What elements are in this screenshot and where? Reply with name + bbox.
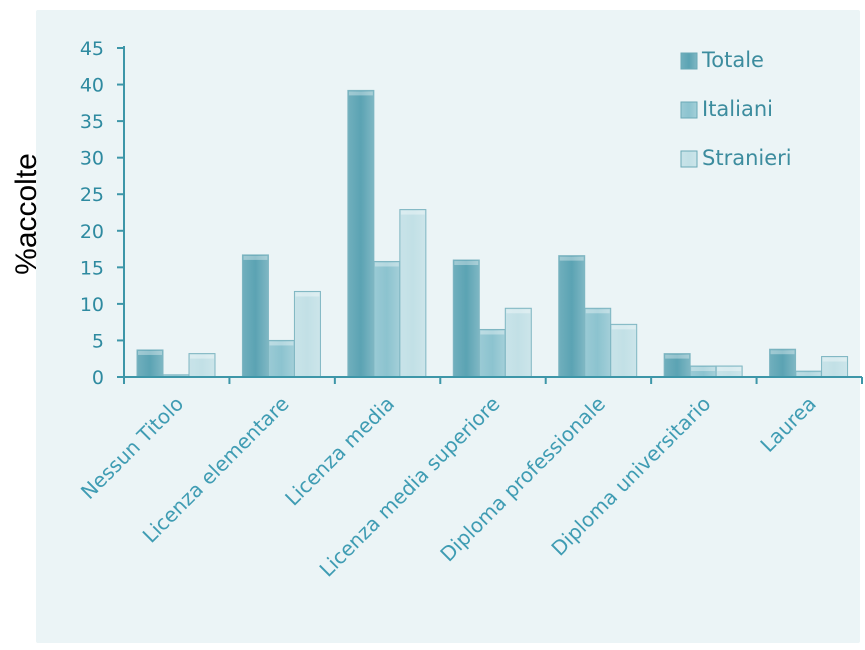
bars: [136, 89, 849, 378]
bar-top-totale-4: [559, 256, 584, 261]
bar-top-stranieri-2: [400, 210, 425, 215]
chart-background: [36, 10, 860, 643]
bar-stranieri-3: [504, 307, 532, 378]
bar-top-italiani-5: [691, 367, 716, 372]
y-tick-label: 45: [80, 38, 104, 60]
bar-totale-0: [136, 349, 164, 378]
y-tick-label: 20: [80, 221, 104, 243]
bar-top-totale-0: [138, 350, 162, 355]
bar-top-totale-2: [348, 91, 373, 96]
bar-stranieri-4: [610, 323, 638, 378]
bar-top-italiani-4: [585, 309, 610, 314]
bar-top-italiani-2: [374, 262, 399, 267]
bar-top-stranieri-0: [190, 354, 214, 359]
y-tick-label: 10: [80, 294, 104, 316]
legend-swatch-italiani: [680, 101, 698, 119]
legend-swatch-totale: [680, 52, 698, 70]
bar-top-italiani-6: [796, 372, 821, 377]
bar-top-totale-3: [454, 261, 479, 266]
bar-top-stranieri-5: [717, 367, 742, 372]
bar-totale-3: [452, 259, 480, 378]
axes: [123, 46, 863, 384]
bar-top-stranieri-1: [295, 292, 320, 297]
bar-top-italiani-3: [480, 330, 505, 335]
bar-italiani-2: [373, 260, 401, 378]
bar-italiani-1: [267, 339, 295, 378]
bar-totale-2: [347, 89, 375, 378]
bar-top-italiani-1: [269, 341, 294, 346]
y-tick-label: 5: [92, 330, 104, 352]
legend: Totale Italiani Stranieri: [680, 48, 792, 170]
y-axis-title: %accolte: [10, 153, 43, 275]
bar-top-stranieri-4: [611, 325, 636, 330]
y-tick-label: 25: [80, 184, 104, 206]
y-tick-label: 30: [80, 148, 104, 170]
bar-italiani-4: [584, 307, 612, 378]
bar-totale-4: [558, 255, 586, 378]
bar-italiani-3: [478, 328, 506, 378]
y-tick-label: 15: [80, 257, 104, 279]
bar-top-stranieri-3: [506, 309, 531, 314]
y-axis-ticks: 0 5 10 15 20 25 30 35 40 45: [80, 38, 124, 389]
bar-totale-1: [241, 254, 269, 378]
bar-stranieri-2: [399, 209, 427, 378]
y-tick-label: 0: [92, 367, 104, 389]
bar-top-totale-5: [665, 354, 690, 359]
legend-label-stranieri: Stranieri: [702, 146, 792, 170]
legend-label-italiani: Italiani: [702, 97, 773, 121]
y-tick-label: 40: [80, 75, 104, 97]
bar-stranieri-1: [293, 290, 321, 378]
bar-top-stranieri-6: [822, 357, 847, 362]
y-tick-label: 35: [80, 111, 104, 133]
bar-top-totale-1: [243, 255, 268, 260]
y-axis-label: %accolte: [10, 153, 43, 275]
bar-top-totale-6: [770, 350, 795, 355]
legend-label-totale: Totale: [701, 48, 764, 72]
legend-swatch-stranieri: [680, 150, 698, 168]
